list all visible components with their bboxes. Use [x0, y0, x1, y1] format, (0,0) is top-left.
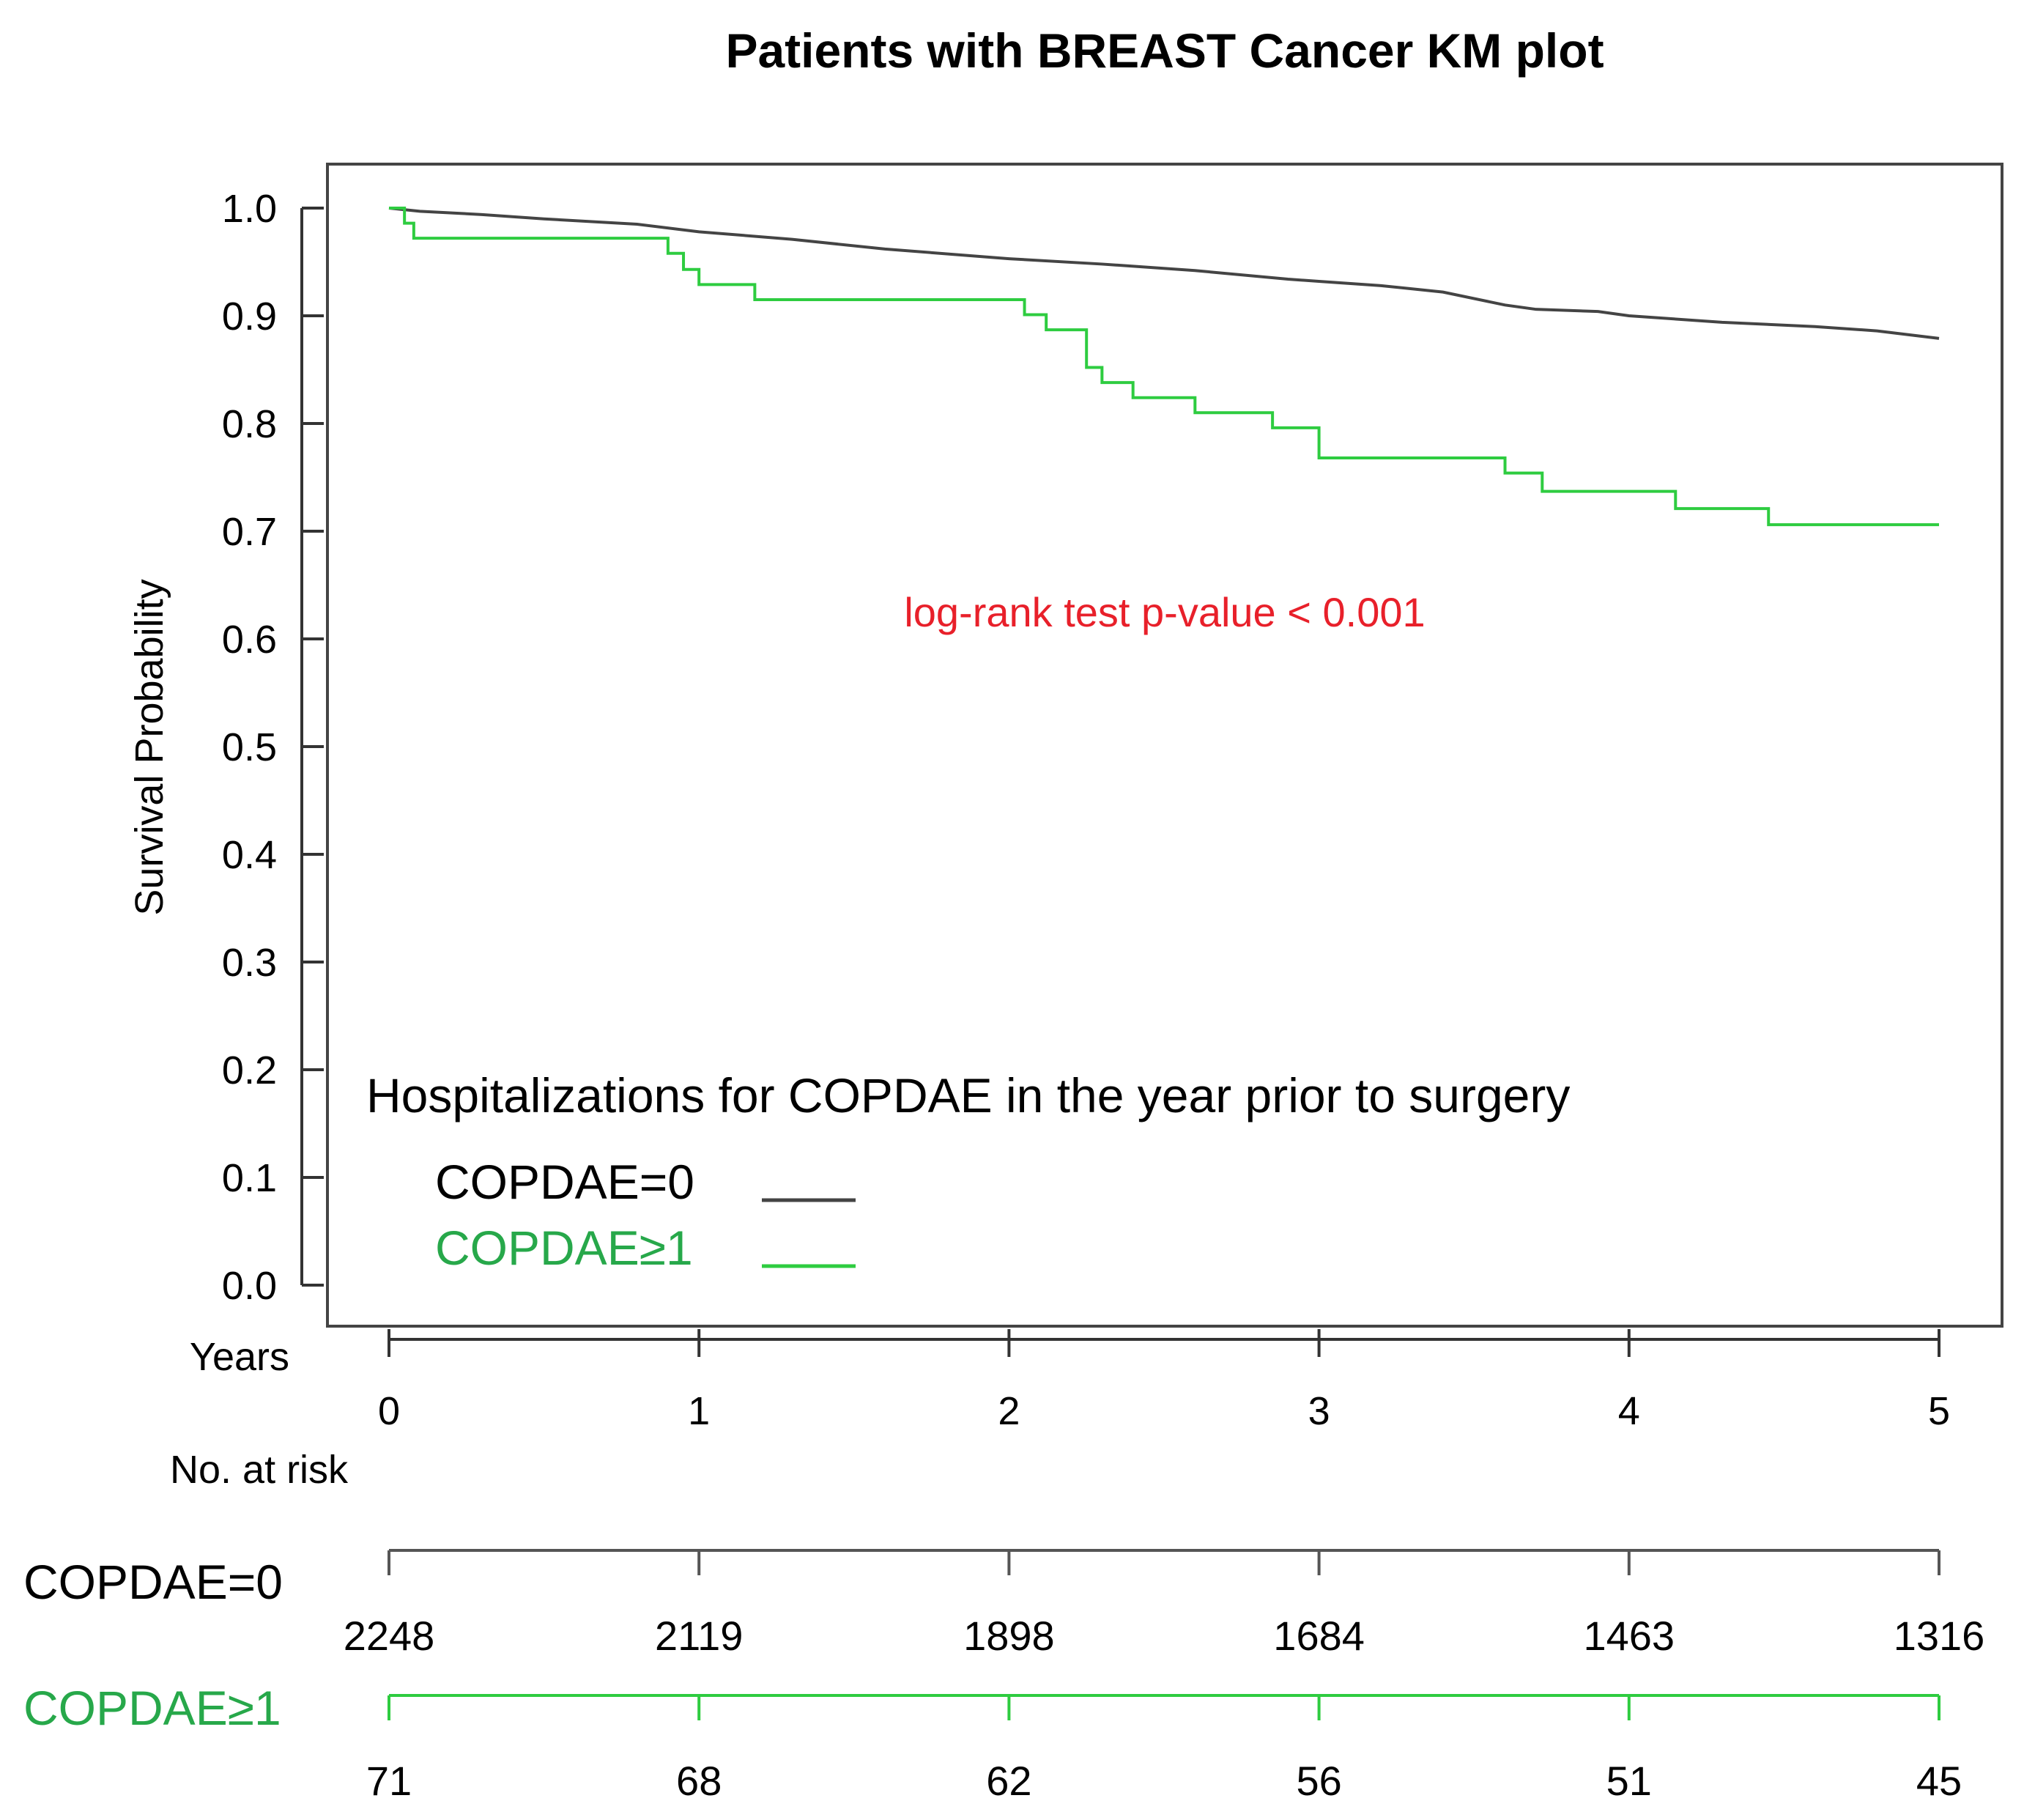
- x-axis: 0 1 2 3 4 5: [378, 1329, 1950, 1433]
- chart-title: Patients with BREAST Cancer KM plot: [725, 23, 1604, 78]
- x-tick-label-0: 0: [378, 1389, 400, 1433]
- risk-value-0-2: 1898: [963, 1613, 1055, 1659]
- series-group: [388, 207, 1940, 527]
- risk-value-1-1: 68: [676, 1758, 722, 1804]
- y-axis: 0.0 0.1 0.2 0.3 0.4 0.5 0.6 0.7 0.8 0.9 1.0: [222, 187, 324, 1308]
- risk-value-1-2: 62: [986, 1758, 1031, 1804]
- risk-value-1-3: 56: [1296, 1758, 1341, 1804]
- x-axis-label: Years: [190, 1335, 289, 1379]
- risk-group-label-0: COPDAE=0: [23, 1555, 283, 1609]
- y-tick-label-2: 0.2: [222, 1048, 277, 1092]
- risk-value-0-5: 1316: [1894, 1613, 1985, 1659]
- y-tick-label-5: 0.5: [222, 725, 277, 769]
- x-tick-label-1: 1: [688, 1389, 710, 1433]
- plot-frame: [326, 163, 2003, 1328]
- y-tick-label-7: 0.7: [222, 510, 277, 554]
- y-tick-label-8: 0.8: [222, 402, 277, 446]
- x-tick-label-4: 4: [1618, 1389, 1640, 1433]
- risk-value-1-4: 51: [1606, 1758, 1652, 1804]
- legend-title: Hospitalizations for COPDAE in the year …: [366, 1068, 1570, 1122]
- risk-value-1-5: 45: [1916, 1758, 1962, 1804]
- y-tick-label-10: 1.0: [222, 187, 277, 231]
- y-axis-label: Survival Probability: [127, 579, 171, 915]
- legend: COPDAE=0 COPDAE≥1: [435, 1155, 856, 1275]
- risk-table: COPDAE=0 2248 2119 1898 1684 1463 1316 COPDAE≥1…: [23, 1549, 1985, 1804]
- risk-value-0-3: 1684: [1273, 1613, 1365, 1659]
- x-tick-label-3: 3: [1308, 1389, 1330, 1433]
- y-tick-label-0: 0.0: [222, 1264, 277, 1308]
- y-tick-label-6: 0.6: [222, 618, 277, 662]
- legend-label-0: COPDAE=0: [435, 1155, 694, 1209]
- x-tick-label-5: 5: [1928, 1389, 1950, 1433]
- x-tick-label-2: 2: [998, 1389, 1020, 1433]
- risk-value-0-4: 1463: [1584, 1613, 1675, 1659]
- risk-value-1-0: 71: [366, 1758, 412, 1804]
- pvalue-annotation: log-rank test p-value < 0.001: [904, 589, 1425, 635]
- y-tick-label-1: 0.1: [222, 1156, 277, 1200]
- legend-label-1: COPDAE≥1: [435, 1221, 693, 1275]
- y-tick-label-4: 0.4: [222, 833, 277, 877]
- y-tick-label-9: 0.9: [222, 295, 277, 339]
- y-tick-label-3: 0.3: [222, 941, 277, 985]
- risk-table-title: No. at risk: [170, 1448, 349, 1492]
- risk-value-0-0: 2248: [344, 1613, 435, 1659]
- series-line-0: [388, 207, 1940, 340]
- risk-value-0-1: 2119: [655, 1613, 743, 1659]
- series-line-1: [389, 207, 1939, 527]
- risk-group-label-1: COPDAE≥1: [23, 1681, 281, 1735]
